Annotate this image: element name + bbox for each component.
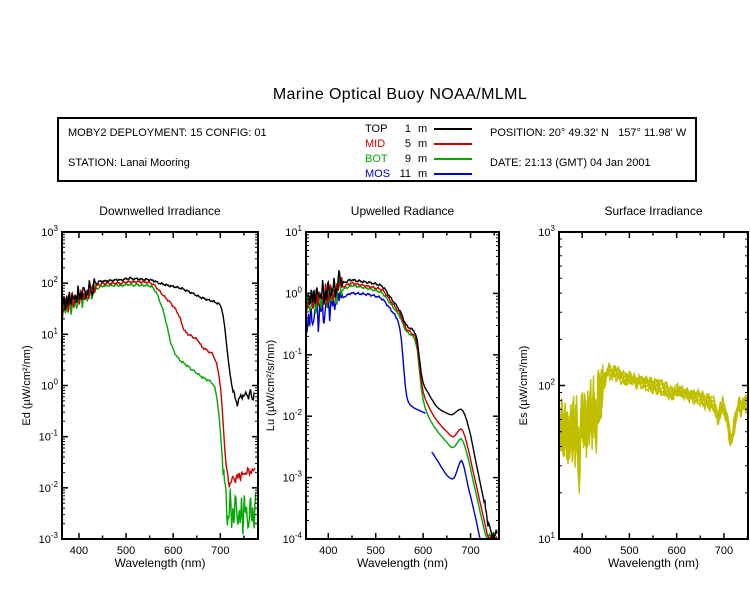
y-tick-label: 10-3 (39, 531, 59, 546)
y-tick-label: 10-2 (283, 408, 303, 423)
axis-ticks (559, 231, 749, 540)
axis-ticks (306, 231, 499, 540)
axis-labels: Surface Irradiance 400 500 600 700 Wavelength… (518, 204, 733, 570)
legend-mid-label: MID (365, 137, 386, 150)
y-tick-label: 103 (538, 224, 555, 239)
x-tick-label: 700 (461, 545, 479, 557)
deployment-config-line: MOBY2 DEPLOYMENT: 15 CONFIG: 01 (68, 127, 267, 139)
x-tick-label: 400 (319, 545, 337, 557)
x-axis-label: Wavelength (nm) (608, 556, 699, 570)
y-tick-label: 10-3 (283, 470, 303, 485)
series-mid-5-m (306, 277, 498, 539)
chart-title: Downwelled Irradiance (99, 204, 221, 218)
x-tick-label: 600 (414, 545, 432, 557)
axis-labels: Downwelled Irradiance 400 500 600 700 Wavelen… (21, 204, 229, 570)
legend-line-swatch (434, 157, 472, 160)
x-tick-label: 400 (573, 545, 591, 557)
x-tick-label: 500 (620, 545, 638, 557)
legend-top-depth: 1 (404, 122, 411, 135)
chart-panel-1: Downwelled Irradiance 400 500 600 700 Wavelen… (21, 204, 259, 570)
chart-panel-3: Surface Irradiance 400 500 600 700 Wavelength… (518, 204, 749, 570)
y-tick-label: 10-4 (283, 531, 303, 546)
y-axis-label: Es (µW/cm²/nm) (518, 346, 530, 426)
y-tick-label: 101 (538, 531, 555, 546)
series-mid-5-m (62, 279, 256, 488)
legend-mos-label: MOS (365, 167, 391, 180)
y-tick-label: 101 (41, 326, 58, 341)
legend-bot-label: BOT (365, 152, 388, 165)
x-axis-label: Wavelength (nm) (357, 556, 448, 570)
y-tick-label: 10-2 (39, 480, 59, 495)
chart-title: Upwelled Radiance (351, 204, 455, 218)
legend-top-unit: m (418, 122, 428, 135)
y-axis-label: Ed (µW/cm²/nm) (21, 345, 33, 425)
y-tick-label: 10-1 (39, 429, 59, 444)
series-mos-11-m (306, 291, 426, 415)
y-tick-label: 102 (538, 378, 555, 393)
y-tick-label: 101 (285, 224, 302, 239)
x-tick-label: 600 (667, 545, 685, 557)
y-tick-label: 102 (41, 275, 58, 290)
x-tick-label: 400 (70, 545, 88, 557)
legend-line-swatch (434, 127, 472, 130)
series-mos-11-m (431, 451, 481, 539)
legend-bot-depth: 9 (404, 152, 411, 165)
y-tick-label: 10-1 (283, 347, 303, 362)
series-top-1-m (306, 270, 498, 539)
x-tick-label: 700 (715, 545, 733, 557)
legend-row: TOP 1 m (365, 121, 480, 136)
x-tick-label: 600 (164, 545, 182, 557)
y-tick-label: 100 (41, 378, 58, 393)
legend-line-swatch (434, 142, 472, 145)
legend-line-swatch (434, 172, 472, 175)
x-tick-label: 500 (367, 545, 385, 557)
axis-labels: Upwelled Radiance 400 500 600 700 Wavelength … (265, 204, 480, 570)
page-title: Marine Optical Buoy NOAA/MLML (272, 86, 528, 103)
date-line: DATE: 21:13 (GMT) 04 Jan 2001 (490, 157, 651, 169)
station-line: STATION: Lanai Mooring (68, 157, 190, 169)
position-line: POSITION: 20° 49.32' N 157° 11.98' W (490, 127, 687, 139)
header-info-box: MOBY2 DEPLOYMENT: 15 CONFIG: 01 STATION:… (57, 117, 697, 182)
axes-box (61, 231, 259, 540)
y-tick-label: 100 (285, 285, 302, 300)
chart-panel-2: Upwelled Radiance 400 500 600 700 Wavelength … (265, 204, 500, 570)
series-es-scans (559, 362, 748, 472)
series-top-1-m (62, 276, 255, 407)
series-bot-9-m (62, 282, 257, 535)
legend-bot-unit: m (418, 152, 428, 165)
depth-legend: TOP 1 m MID 5 m BOT 9 m MOS 11 m (365, 121, 480, 181)
y-tick-label: 103 (41, 224, 58, 239)
legend-mid-unit: m (418, 137, 428, 150)
legend-mos-unit: m (418, 167, 428, 180)
x-tick-label: 500 (117, 545, 135, 557)
x-tick-label: 700 (211, 545, 229, 557)
legend-row: BOT 9 m (365, 151, 480, 166)
legend-mid-depth: 5 (404, 137, 411, 150)
axis-ticks (62, 231, 258, 540)
axes-box (305, 231, 500, 540)
x-axis-label: Wavelength (nm) (115, 556, 206, 570)
legend-top-label: TOP (365, 122, 388, 135)
legend-row: MID 5 m (365, 136, 480, 151)
legend-mos-depth: 11 (399, 167, 411, 180)
chart-title: Surface Irradiance (604, 204, 702, 218)
legend-row: MOS 11 m (365, 166, 480, 181)
y-axis-label: Lu (µW/cm²/sr/nm) (265, 340, 277, 431)
